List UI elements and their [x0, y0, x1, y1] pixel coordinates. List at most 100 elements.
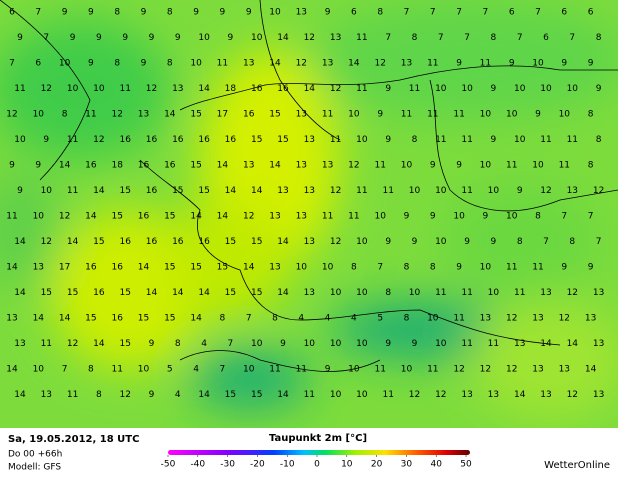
dewpoint-value: 16	[85, 161, 97, 171]
dewpoint-value: 11	[461, 135, 472, 145]
dewpoint-value: 7	[9, 59, 15, 69]
dewpoint-value: 15	[251, 237, 262, 247]
dewpoint-value: 14	[14, 288, 26, 298]
dewpoint-value: 5	[377, 314, 383, 324]
dewpoint-value: 10	[356, 288, 368, 298]
dewpoint-value: 10	[14, 135, 26, 145]
dewpoint-value: 9	[88, 8, 94, 18]
dewpoint-value: 9	[517, 186, 523, 196]
dewpoint-value: 9	[385, 84, 391, 94]
dewpoint-value: 10	[356, 237, 368, 247]
dewpoint-value: 13	[296, 212, 307, 222]
borders	[0, 0, 618, 372]
dewpoint-value: 10	[427, 314, 439, 324]
dewpoint-value: 14	[348, 59, 360, 69]
dewpoint-value: 7	[228, 339, 234, 349]
scale-label: -40	[190, 460, 205, 470]
dewpoint-value: 8	[351, 263, 357, 273]
dewpoint-value: 16	[93, 288, 105, 298]
dewpoint-value: 14	[146, 288, 158, 298]
color-bar	[168, 450, 470, 455]
dewpoint-value: 9	[175, 33, 181, 43]
dewpoint-value: 10	[296, 263, 308, 273]
dewpoint-value: 9	[149, 33, 155, 43]
dewpoint-value: 11	[356, 33, 367, 43]
dewpoint-value: 12	[93, 135, 104, 145]
dewpoint-value: 9	[491, 84, 497, 94]
dewpoint-value: 13	[322, 59, 333, 69]
dewpoint-value: 12	[348, 161, 359, 171]
dewpoint-value: 8	[175, 339, 181, 349]
model: Modell: GFS	[8, 463, 61, 473]
dewpoint-value: 8	[596, 33, 602, 43]
dewpoint-value: 11	[453, 314, 464, 324]
dewpoint-value: 14	[225, 186, 237, 196]
dewpoint-value: 14	[567, 339, 579, 349]
dewpoint-value: 15	[41, 288, 52, 298]
dewpoint-value: 8	[588, 110, 594, 120]
dewpoint-value: 8	[385, 288, 391, 298]
dewpoint-value: 15	[172, 186, 183, 196]
dewpoint-value: 15	[225, 288, 236, 298]
dewpoint-value: 9	[430, 161, 436, 171]
dewpoint-value: 14	[277, 390, 289, 400]
dewpoint-value: 10	[198, 33, 210, 43]
dewpoint-value: 12	[330, 237, 341, 247]
dewpoint-value: 6	[509, 8, 515, 18]
dewpoint-value: 11	[374, 365, 385, 375]
dewpoint-value: 16	[198, 135, 210, 145]
dewpoint-value: 14	[172, 288, 184, 298]
dewpoint-value: 15	[251, 288, 262, 298]
brand: WetterOnline	[544, 460, 610, 471]
dewpoint-value: 13	[585, 314, 596, 324]
dewpoint-value: 10	[374, 212, 386, 222]
dewpoint-value: 11	[461, 339, 472, 349]
dewpoint-value: 12	[480, 365, 491, 375]
dewpoint-value: 13	[540, 390, 551, 400]
dewpoint-value: 16	[111, 314, 123, 324]
dewpoint-value: 9	[509, 59, 515, 69]
dewpoint-value: 10	[190, 59, 202, 69]
dewpoint-value: 10	[93, 84, 105, 94]
dewpoint-value: 12	[296, 59, 307, 69]
dewpoint-value: 11	[382, 390, 393, 400]
dewpoint-value: 9	[385, 339, 391, 349]
dewpoint-value: 16	[164, 161, 176, 171]
dewpoint-value: 9	[122, 33, 128, 43]
dewpoint-value: 14	[217, 212, 229, 222]
dewpoint-value: 9	[456, 263, 462, 273]
dewpoint-value: 12	[243, 212, 254, 222]
dewpoint-value: 8	[167, 8, 173, 18]
dewpoint-value: 11	[85, 110, 96, 120]
dewpoint-value: 11	[6, 212, 17, 222]
dewpoint-value: 11	[540, 135, 551, 145]
dewpoint-value: 12	[304, 33, 315, 43]
dewpoint-value: 10	[269, 8, 281, 18]
dewpoint-value: 10	[488, 186, 500, 196]
dewpoint-value: 11	[480, 59, 491, 69]
dewpoint-value: 9	[491, 135, 497, 145]
dewpoint-value: 14	[164, 110, 176, 120]
dewpoint-value: 10	[435, 237, 447, 247]
dewpoint-value: 11	[119, 84, 130, 94]
dewpoint-value: 11	[427, 365, 438, 375]
dewpoint-value: 16	[198, 237, 210, 247]
dewpoint-value: 9	[588, 263, 594, 273]
dewpoint-value: 9	[596, 84, 602, 94]
dewpoint-value: 15	[190, 263, 201, 273]
dewpoint-value: 8	[404, 314, 410, 324]
dewpoint-value: 16	[119, 237, 131, 247]
dewpoint-value: 10	[356, 339, 368, 349]
dewpoint-value: 9	[483, 212, 489, 222]
dewpoint-value: 13	[593, 288, 604, 298]
dewpoint-value: 13	[304, 186, 315, 196]
dewpoint-value: 14	[6, 263, 18, 273]
dewpoint-value: 18	[111, 161, 123, 171]
dewpoint-value: 11	[14, 84, 25, 94]
dewpoint-value: 11	[296, 365, 307, 375]
scale-label: 40	[430, 460, 442, 470]
dewpoint-value: 7	[588, 212, 594, 222]
scale-label: 0	[314, 460, 320, 470]
dewpoint-value: 14	[277, 288, 289, 298]
dewpoint-value: 10	[330, 339, 342, 349]
